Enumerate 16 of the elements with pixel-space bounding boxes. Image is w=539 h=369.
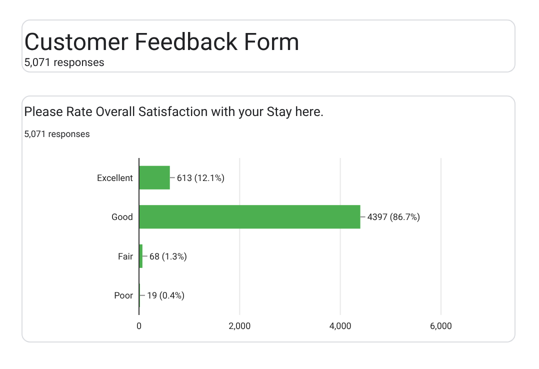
data-label: 613 (12.1%) — [176, 172, 225, 184]
data-label: 19 (0.4%) — [146, 290, 185, 302]
y-tick-label: Good — [112, 213, 133, 224]
text: 5,071 responses — [24, 130, 90, 140]
x-tick-label: 4,000 — [329, 322, 352, 332]
text: 5,071 responses — [24, 56, 105, 69]
x-tick-label: 0 — [136, 322, 142, 332]
text: Customer Feedback Form — [24, 28, 300, 56]
data-label: 4397 (86.7%) — [367, 212, 420, 224]
x-tick-label: 6,000 — [430, 322, 452, 332]
chart-title: Please Rate Overall Satisfaction with your Stay here. — [24, 105, 324, 120]
y-tick-label: Fair — [118, 252, 133, 262]
y-tick-label: Poor — [114, 292, 133, 302]
data-label: 68 (1.3%) — [149, 251, 188, 262]
y-tick-label: Excellent — [96, 174, 134, 184]
x-tick-label: 2,000 — [228, 322, 251, 332]
